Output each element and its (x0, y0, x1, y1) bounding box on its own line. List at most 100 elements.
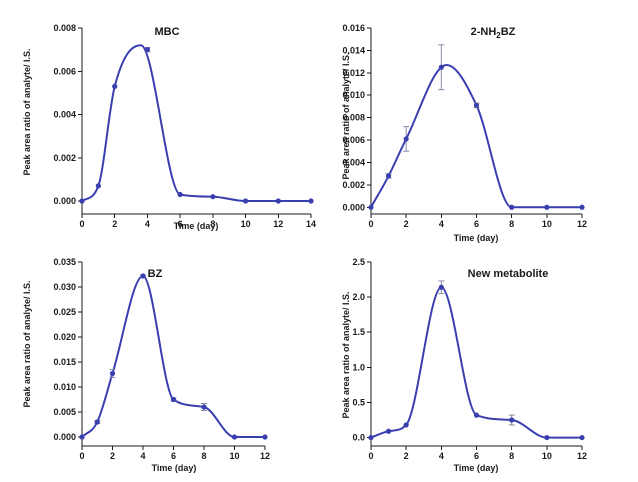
panel-2-nh2bz: 2-NH2BZ Time (day) Peak area ratio of an… (341, 23, 587, 243)
y-tick-label: 0.000 (53, 432, 76, 442)
data-point (231, 434, 238, 440)
y-axis-label: Peak area ratio of analyte/ I.S. (341, 52, 351, 179)
panel-title-main: 2-NH (471, 26, 497, 38)
data-point (210, 194, 216, 200)
y-axis-label: Peak area ratio of analyte/ I.S. (22, 280, 32, 407)
data-point (385, 173, 392, 179)
y-tick-label: 0.000 (342, 202, 365, 212)
x-tick-label: 12 (577, 219, 587, 229)
x-tick-label: 4 (145, 219, 150, 229)
panel-title: 2-NH2BZ (471, 26, 516, 40)
x-tick-label: 4 (439, 219, 444, 229)
x-tick-label: 4 (140, 451, 145, 461)
panel-mbc: MBC Time (day) Peak area ratio of analyt… (22, 23, 316, 231)
x-tick-label: 2 (112, 219, 117, 229)
y-tick-label: 0.0 (352, 433, 365, 443)
x-tick-label: 8 (509, 451, 514, 461)
data-point (544, 204, 550, 210)
data-point (112, 83, 118, 89)
y-tick-label: 0.010 (342, 90, 365, 100)
data-point (403, 136, 409, 142)
x-tick-label: 0 (79, 451, 84, 461)
x-tick-label: 2 (110, 451, 115, 461)
panel-title: MBC (154, 26, 179, 38)
y-tick-label: 0.020 (53, 332, 76, 342)
x-tick-label: 0 (79, 219, 84, 229)
data-point (170, 396, 177, 403)
data-point (544, 434, 550, 441)
x-tick-label: 12 (273, 219, 283, 229)
x-tick-label: 12 (577, 451, 587, 461)
data-point (144, 47, 151, 53)
y-tick-label: 0.035 (53, 257, 76, 267)
y-tick-label: 0.002 (53, 153, 76, 163)
x-tick-label: 14 (306, 219, 316, 229)
series-curve (81, 274, 265, 438)
x-tick-label: 6 (178, 219, 183, 229)
x-tick-label: 10 (241, 219, 251, 229)
data-point (242, 198, 249, 204)
x-axis-label: Time (day) (454, 233, 499, 243)
y-tick-label: 2.0 (352, 292, 365, 302)
y-tick-label: 0.006 (342, 135, 365, 145)
y-tick-label: 1.5 (352, 327, 365, 337)
x-tick-label: 2 (404, 451, 409, 461)
data-point (275, 198, 281, 204)
data-point (403, 422, 409, 428)
data-point (509, 417, 515, 423)
panel-bz: BZ Time (day) Peak area ratio of analyte… (22, 257, 270, 473)
y-tick-label: 0.025 (53, 307, 76, 317)
panel-title: New metabolite (468, 268, 549, 280)
y-tick-label: 0.015 (53, 357, 76, 367)
x-tick-label: 10 (542, 219, 552, 229)
x-tick-label: 6 (474, 219, 479, 229)
y-tick-label: 0.010 (53, 382, 76, 392)
y-tick-label: 0.008 (342, 113, 365, 123)
y-tick-label: 0.002 (342, 180, 365, 190)
panel-new-metabolite: New metabolite Time (day) Peak area rati… (341, 257, 587, 473)
data-point (579, 434, 585, 441)
y-tick-label: 0.014 (342, 45, 365, 55)
data-point (385, 428, 392, 434)
y-axis-label: Peak area ratio of analyte/ I.S. (341, 291, 351, 418)
x-tick-label: 0 (368, 219, 373, 229)
panel-title-suffix: BZ (501, 26, 516, 38)
x-axis-label: Time (day) (152, 463, 197, 473)
data-point (140, 273, 146, 279)
y-tick-label: 0.008 (53, 23, 76, 33)
x-tick-label: 8 (201, 451, 206, 461)
series-curve (370, 286, 582, 439)
y-axis-label: Peak area ratio of analyte/ I.S. (22, 48, 32, 175)
y-tick-label: 1.0 (352, 362, 365, 372)
y-tick-label: 2.5 (352, 257, 365, 267)
x-tick-label: 8 (210, 219, 215, 229)
x-axis-label: Time (day) (174, 221, 219, 231)
y-tick-label: 0.012 (342, 68, 365, 78)
y-tick-label: 0.000 (53, 196, 76, 206)
x-tick-label: 10 (542, 451, 552, 461)
y-tick-label: 0.004 (53, 110, 76, 120)
x-tick-label: 0 (368, 451, 373, 461)
x-tick-label: 10 (229, 451, 239, 461)
data-point (308, 198, 314, 204)
panel-title-subscript: 2 (496, 31, 501, 40)
x-tick-label: 6 (171, 451, 176, 461)
data-point (368, 434, 374, 441)
data-point (262, 434, 268, 440)
data-point (473, 102, 480, 108)
data-point (94, 419, 100, 425)
data-point (95, 183, 101, 189)
data-point (177, 191, 183, 198)
x-tick-label: 2 (404, 219, 409, 229)
y-tick-label: 0.016 (342, 23, 365, 33)
data-point (368, 204, 374, 210)
y-tick-label: 0.030 (53, 282, 76, 292)
series-curve (81, 44, 311, 203)
x-tick-label: 4 (439, 451, 444, 461)
data-point (438, 64, 444, 70)
x-axis-label: Time (day) (454, 463, 499, 473)
y-tick-label: 0.006 (53, 66, 76, 76)
data-point (79, 434, 85, 440)
y-tick-label: 0.004 (342, 157, 365, 167)
